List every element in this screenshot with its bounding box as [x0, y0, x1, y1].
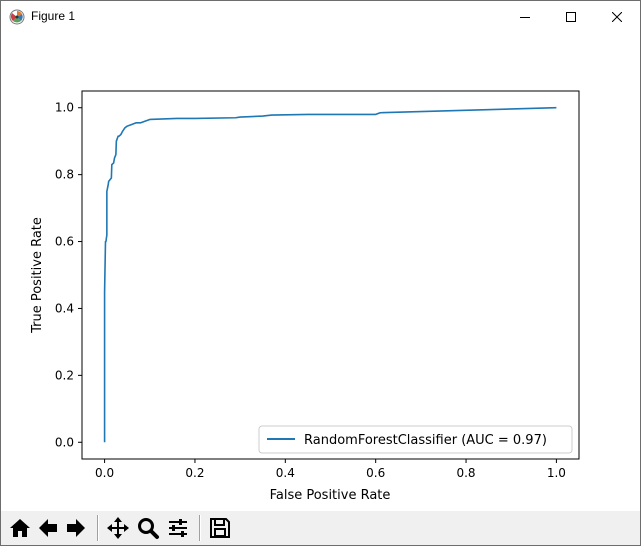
forward-button[interactable] — [63, 515, 89, 541]
navigation-toolbar — [1, 511, 640, 545]
x-tick-label: 0.4 — [276, 466, 295, 480]
minimize-button[interactable] — [502, 1, 548, 32]
legend-box — [258, 425, 573, 454]
save-button[interactable] — [207, 515, 233, 541]
pan-button[interactable] — [105, 515, 131, 541]
close-button[interactable] — [594, 1, 640, 32]
close-icon — [612, 11, 622, 22]
x-tick-label: 1.0 — [547, 466, 566, 480]
toolbar-separator — [199, 515, 201, 541]
toolbar-separator — [97, 515, 99, 541]
y-tick-label: 1.0 — [55, 101, 74, 115]
magnifier-icon — [138, 518, 159, 539]
zoom-button[interactable] — [135, 515, 161, 541]
x-tick-label: 0.2 — [185, 466, 204, 480]
matplotlib-logo-icon — [9, 9, 25, 25]
configure-subplots-button[interactable] — [165, 515, 191, 541]
home-button[interactable] — [7, 515, 33, 541]
legend: RandomForestClassifier (AUC = 0.97) — [258, 425, 573, 454]
x-tick-label: 0.8 — [456, 466, 475, 480]
window-title: Figure 1 — [31, 9, 76, 23]
axes-frame — [81, 90, 580, 460]
arrow-right-icon — [67, 519, 85, 537]
y-axis-label: True Positive Rate — [30, 217, 45, 334]
x-tick-label: 0.6 — [366, 466, 385, 480]
floppy-disk-icon — [210, 518, 230, 538]
y-tick-label: 0.8 — [55, 168, 74, 182]
move-icon — [107, 517, 129, 539]
maximize-button[interactable] — [548, 1, 594, 32]
home-icon — [10, 519, 30, 537]
x-tick-label: 0.0 — [95, 466, 114, 480]
y-tick-label: 0.6 — [55, 235, 74, 249]
back-button[interactable] — [35, 515, 61, 541]
minimize-icon — [520, 16, 530, 18]
x-axis-label: False Positive Rate — [270, 488, 391, 503]
title-bar[interactable]: Figure 1 — [1, 1, 640, 32]
y-tick-label: 0.2 — [55, 368, 74, 382]
sliders-icon — [169, 519, 187, 537]
roc-curve-line — [103, 106, 557, 443]
y-tick-label: 0.0 — [55, 435, 74, 449]
roc-chart: 0.0 0.2 0.4 0.6 0.8 1.0 0.0 0.2 0.4 0.6 0.8 1.0 Fa… — [30, 90, 580, 503]
arrow-left-icon — [39, 519, 57, 537]
legend-label: RandomForestClassifier (AUC = 0.97) — [304, 433, 547, 448]
y-tick-label: 0.4 — [55, 301, 74, 315]
figure-canvas[interactable]: 0.0 0.2 0.4 0.6 0.8 1.0 0.0 0.2 0.4 0.6 0.8 1.0 Fa… — [1, 32, 640, 511]
maximize-icon — [566, 11, 576, 22]
